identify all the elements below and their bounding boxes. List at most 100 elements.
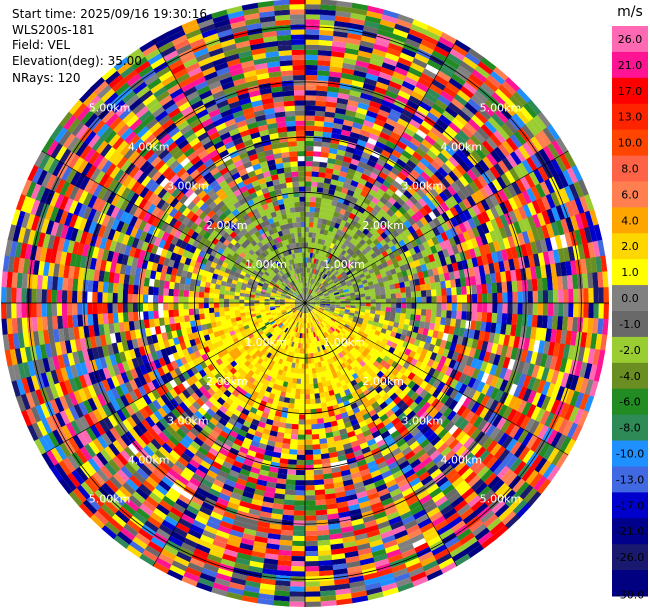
radar-gate <box>307 358 312 364</box>
radar-gate <box>392 71 407 82</box>
radar-gate <box>431 197 441 208</box>
radar-gate <box>364 142 376 151</box>
radar-gate <box>401 329 408 337</box>
radar-gate <box>451 117 465 131</box>
radar-gate <box>305 75 318 81</box>
radar-gate <box>314 305 320 307</box>
radar-gate <box>305 232 309 238</box>
radar-gate <box>313 474 324 481</box>
radar-gate <box>305 34 320 40</box>
radar-gate <box>471 368 480 380</box>
radar-gate <box>410 204 420 214</box>
radar-gate <box>301 363 305 369</box>
radar-gate <box>555 262 563 278</box>
radar-gate <box>408 247 417 256</box>
radar-gate <box>397 90 412 101</box>
radar-gate <box>519 415 531 431</box>
radar-gate <box>329 308 335 311</box>
radar-gate <box>386 158 397 168</box>
radar-gate <box>476 339 484 351</box>
radar-gate <box>327 214 334 222</box>
radar-gate <box>322 245 327 251</box>
radar-gate <box>494 204 505 217</box>
radar-gate <box>450 137 463 150</box>
radar-gate <box>283 433 292 440</box>
radar-gate <box>471 338 479 350</box>
radar-gate <box>564 185 575 202</box>
radar-gate <box>335 5 353 13</box>
radar-gate <box>340 249 347 256</box>
radar-gate <box>310 290 314 295</box>
radar-gate <box>469 180 480 193</box>
radar-gate <box>385 117 398 128</box>
radar-gate <box>518 145 531 161</box>
radar-gate <box>379 286 386 292</box>
radar-gate <box>317 65 331 72</box>
radar-gate <box>415 265 423 274</box>
radar-gate <box>588 287 594 304</box>
radar-gate <box>539 353 548 368</box>
radar-gate <box>513 208 523 222</box>
radar-gate <box>500 123 515 138</box>
radar-gate <box>574 392 585 409</box>
radar-gate <box>480 234 489 246</box>
radar-gate <box>421 96 436 108</box>
radar-gate <box>497 143 511 158</box>
radar-gate <box>318 45 333 52</box>
radar-gate <box>324 275 329 281</box>
radar-gate <box>297 439 305 445</box>
radar-gate <box>318 433 327 440</box>
radar-gate <box>535 327 542 341</box>
radar-gate <box>305 252 308 258</box>
radar-gate <box>386 325 394 332</box>
radar-gate <box>320 287 326 292</box>
radar-gate <box>305 64 319 71</box>
radar-gate <box>305 262 308 268</box>
radar-gate <box>531 392 542 407</box>
radar-gate <box>300 378 305 385</box>
radar-gate <box>375 303 381 308</box>
radar-gate <box>475 392 486 405</box>
radar-gate <box>347 284 354 289</box>
radar-gate <box>568 406 580 424</box>
radar-gate <box>404 250 412 258</box>
radar-gate <box>360 202 369 210</box>
radar-gate <box>379 104 392 114</box>
radar-gate <box>430 316 436 324</box>
radar-gate <box>321 288 327 292</box>
radar-gate <box>537 166 550 182</box>
radar-gate <box>394 66 409 77</box>
radar-gate <box>433 274 441 283</box>
radar-gate <box>350 300 356 304</box>
radar-gate <box>394 122 407 133</box>
radar-gate <box>531 278 538 292</box>
radar-gate <box>341 187 349 195</box>
radar-gate <box>560 261 568 277</box>
radar-gate <box>367 5 385 15</box>
radar-gate <box>396 303 402 309</box>
radar-gate <box>314 499 327 506</box>
radar-gate <box>429 107 443 119</box>
radar-gate <box>366 231 374 239</box>
radar-gate <box>390 331 397 338</box>
radar-gate <box>313 286 318 292</box>
radar-gate <box>312 373 317 379</box>
radar-gate <box>324 224 331 231</box>
radar-gate <box>316 529 330 536</box>
radar-gate <box>304 424 312 430</box>
radar-gate <box>356 55 372 64</box>
radar-gate <box>473 266 481 277</box>
radar-gate <box>362 258 369 265</box>
radar-gate <box>380 307 386 312</box>
radar-gate <box>296 378 301 384</box>
radar-gate <box>363 270 370 277</box>
radar-gate <box>429 352 438 361</box>
radar-gate <box>385 303 392 308</box>
radar-gate <box>386 274 394 281</box>
radar-gate <box>475 189 486 203</box>
radar-gate <box>347 32 363 41</box>
radar-gate <box>339 294 346 298</box>
radar-gate <box>501 140 515 155</box>
radar-gate <box>395 344 403 352</box>
radar-gate <box>546 429 558 446</box>
